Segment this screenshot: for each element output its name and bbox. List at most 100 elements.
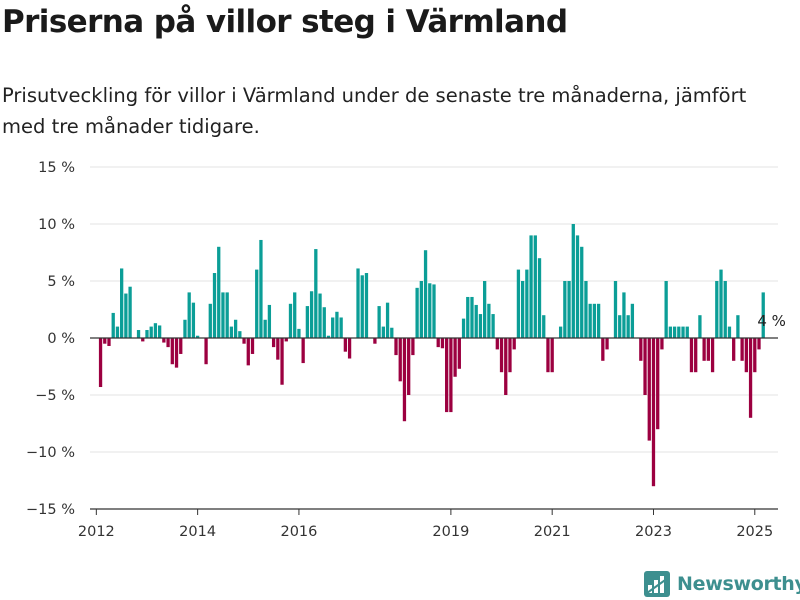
x-axis: 2012 2014 2016 2019 2021 2023 2025 xyxy=(78,508,778,540)
bar xyxy=(457,338,461,369)
bar xyxy=(229,326,234,338)
bar xyxy=(208,303,212,338)
bar xyxy=(217,246,221,338)
bar xyxy=(225,292,229,338)
bar xyxy=(98,338,103,388)
bar xyxy=(706,338,711,361)
bar xyxy=(263,319,267,338)
bar xyxy=(390,327,394,338)
y-tick-label: −15 % xyxy=(26,502,75,518)
x-tick-label: 2014 xyxy=(179,524,216,540)
bar xyxy=(504,338,508,395)
bar xyxy=(170,338,174,365)
bar xyxy=(571,224,575,338)
x-tick-label: 2012 xyxy=(78,524,115,540)
bar xyxy=(727,326,732,338)
bar xyxy=(525,269,529,338)
bar xyxy=(453,338,457,377)
bar xyxy=(529,235,533,338)
bar xyxy=(689,338,694,373)
bar xyxy=(360,275,364,338)
bar xyxy=(677,326,681,338)
x-tick-label: 2019 xyxy=(432,524,469,540)
bar xyxy=(153,323,158,338)
bar xyxy=(702,338,706,361)
bar xyxy=(466,296,470,338)
bar xyxy=(141,338,145,342)
bar xyxy=(647,338,651,441)
bar xyxy=(128,286,132,338)
bar xyxy=(402,338,407,422)
bar xyxy=(364,273,369,338)
bar xyxy=(373,338,377,344)
y-axis: 15 % 10 % 5 % 0 % −5 % −10 % −15 % xyxy=(26,160,75,518)
bar xyxy=(639,338,643,361)
bar xyxy=(499,338,504,373)
bar xyxy=(478,314,483,338)
bar xyxy=(347,338,352,359)
bar xyxy=(339,317,343,338)
bar xyxy=(195,335,200,338)
bar xyxy=(356,268,360,338)
bar xyxy=(748,338,753,418)
chart-title: Priserna på villor steg i Värmland xyxy=(2,4,568,40)
bar xyxy=(694,338,698,373)
grid-lines xyxy=(90,166,778,453)
bar xyxy=(710,338,715,373)
bar xyxy=(719,269,723,338)
bar xyxy=(681,326,685,338)
bar xyxy=(233,319,238,338)
bar xyxy=(537,258,542,338)
bar xyxy=(567,281,571,338)
bar xyxy=(550,338,554,373)
bars xyxy=(98,224,765,487)
bar xyxy=(120,268,124,338)
bar xyxy=(491,314,495,338)
bar xyxy=(761,292,765,338)
bar xyxy=(622,292,626,338)
bar xyxy=(596,303,601,338)
bar xyxy=(732,338,736,361)
bar xyxy=(753,338,757,373)
bar xyxy=(432,284,436,338)
bar xyxy=(174,338,179,368)
bar xyxy=(449,338,453,413)
bar xyxy=(162,338,166,343)
bar xyxy=(668,326,673,338)
bar xyxy=(255,269,259,338)
bar xyxy=(656,338,660,430)
bar xyxy=(411,338,415,356)
bar xyxy=(238,331,242,338)
bar xyxy=(660,338,664,350)
bar xyxy=(145,330,149,338)
bar xyxy=(276,338,280,360)
x-tick-label: 2016 xyxy=(280,524,317,540)
y-tick-label: −5 % xyxy=(35,388,75,404)
bar xyxy=(107,338,111,346)
bar xyxy=(419,281,423,338)
bar xyxy=(542,315,546,338)
bar xyxy=(305,306,310,338)
y-tick-label: 0 % xyxy=(47,331,75,347)
bar xyxy=(250,338,255,354)
bar xyxy=(335,311,339,338)
bar xyxy=(407,338,411,395)
bar xyxy=(651,338,656,487)
bar xyxy=(136,330,141,338)
bar xyxy=(584,281,588,338)
bar xyxy=(381,326,385,338)
bar xyxy=(440,338,445,349)
bar xyxy=(103,338,107,344)
bar xyxy=(618,315,622,338)
bar xyxy=(580,246,584,338)
bar xyxy=(191,302,196,338)
bar xyxy=(546,338,550,373)
bar xyxy=(436,338,440,348)
bar xyxy=(470,296,474,338)
bar xyxy=(288,303,293,338)
bar xyxy=(398,338,402,382)
bar xyxy=(736,315,740,338)
bar xyxy=(124,293,128,338)
bar xyxy=(314,249,318,338)
